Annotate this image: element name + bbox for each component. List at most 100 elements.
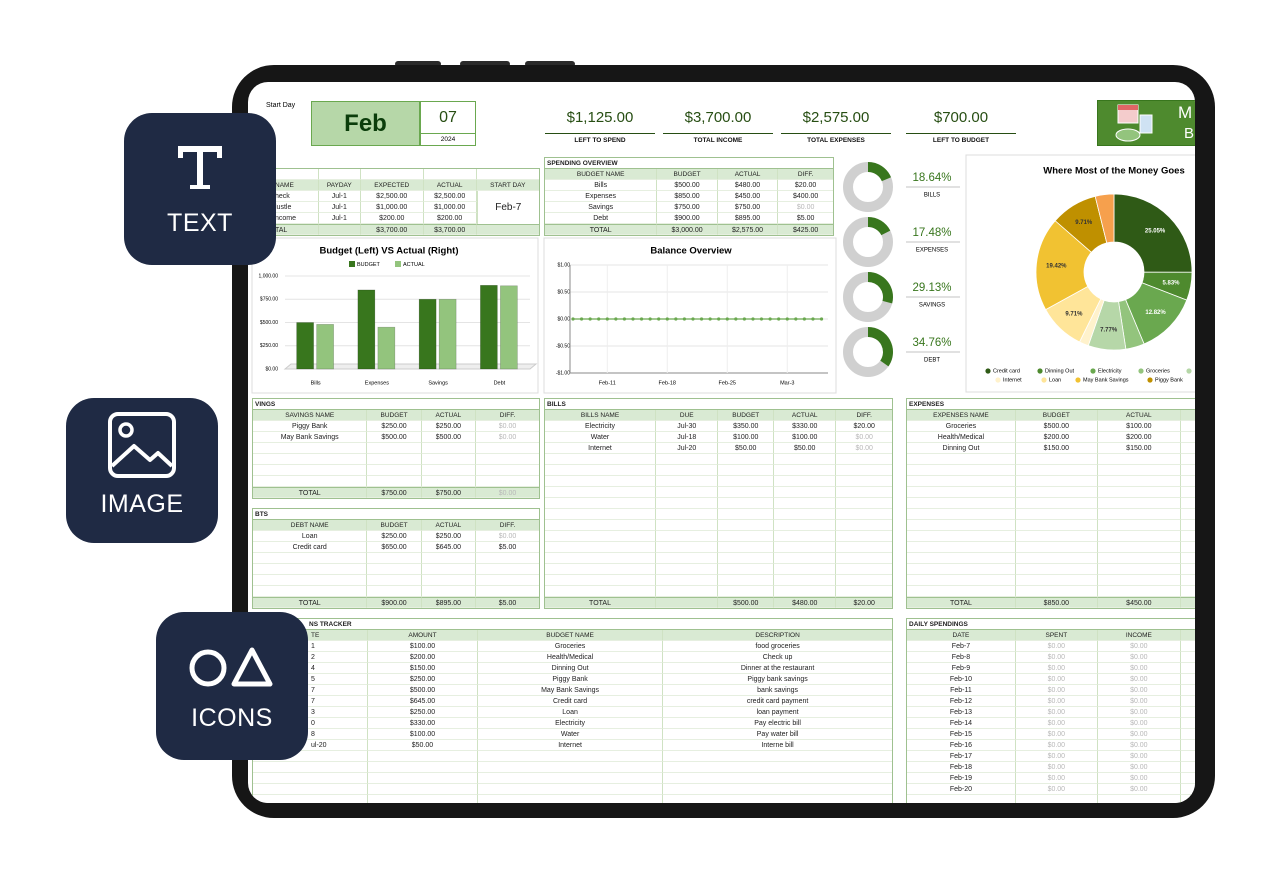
- table-cell: [907, 586, 1016, 597]
- table-cell: [421, 443, 477, 454]
- y-tick-label: -$0.50: [556, 343, 570, 349]
- table-cell: 7: [253, 696, 369, 707]
- table-cell: [421, 465, 477, 476]
- table-cell: Internet: [545, 443, 657, 454]
- table-cell: $100.00: [368, 641, 478, 652]
- table-cell: [1097, 553, 1181, 564]
- table-row: [545, 542, 892, 553]
- table-cell: $5.00: [778, 213, 833, 224]
- table-cell: Piggy Bank: [477, 674, 664, 685]
- table-cell: [774, 586, 837, 597]
- line-point: [605, 317, 609, 321]
- table-cell: Groceries: [907, 421, 1016, 432]
- table-cell: [1097, 531, 1181, 542]
- table-cell: ACTUAL: [1097, 410, 1181, 421]
- table-cell: $350.00: [718, 421, 774, 432]
- table-cell: $480.00: [774, 597, 837, 608]
- table-cell: [774, 476, 837, 487]
- table-cell: $0.00: [1097, 729, 1181, 740]
- table-cell: ACTUAL: [423, 180, 477, 191]
- table-cell: [1015, 542, 1098, 553]
- table-row: Water Jul-18 $100.00 $100.00 $0.00: [545, 432, 892, 443]
- line-point: [759, 317, 764, 321]
- table-cell: $20.00: [836, 597, 892, 608]
- table-cell: [1180, 553, 1195, 564]
- table-cell: [1180, 575, 1195, 586]
- y-tick-label: 1,000.00: [259, 273, 279, 279]
- table-cell: Feb-8: [907, 652, 1016, 663]
- table-cell: [253, 553, 368, 564]
- table-row: EXPENSES NAME BUDGET ACTUAL: [907, 410, 1195, 421]
- table-cell: $3,700.00: [423, 224, 477, 235]
- table-cell: BUDGET NAME: [545, 169, 658, 180]
- summary-value: $2,575.00: [802, 109, 870, 126]
- calendar-top: [1118, 105, 1138, 110]
- table-row: 5 $250.00 Piggy Bank Piggy bank savings: [253, 674, 892, 685]
- table-cell: [1181, 795, 1195, 803]
- table-cell: BUDGET: [718, 410, 774, 421]
- pie-slice: [1113, 193, 1193, 273]
- line-point: [674, 317, 678, 321]
- table-cell: $50.00: [368, 740, 478, 751]
- table-cell: [1180, 465, 1195, 476]
- table-cell: Savings: [545, 202, 658, 213]
- table-cell: Piggy Bank: [253, 421, 368, 432]
- table-cell: [1097, 575, 1181, 586]
- line-chart-panel: [543, 237, 837, 394]
- table-cell: $0.00: [1097, 762, 1181, 773]
- table-cell: Expenses: [545, 191, 658, 202]
- table-cell: $900.00: [367, 597, 422, 608]
- table-cell: [836, 575, 892, 586]
- table-cell: $330.00: [368, 718, 478, 729]
- legend-label: Credit card: [993, 368, 1020, 374]
- donut-percent: 17.48%: [912, 227, 951, 239]
- table-cell: [1097, 465, 1181, 476]
- table-cell: [1180, 520, 1195, 531]
- table-row: Debt $900.00 $895.00 $5.00: [545, 213, 833, 224]
- x-tick-label: Bills: [311, 380, 321, 386]
- table-row: Feb-11 $0.00 $0.00: [907, 685, 1195, 696]
- table-cell: [476, 586, 539, 597]
- table-cell: [1098, 795, 1181, 803]
- money-icon: [1115, 128, 1141, 142]
- summary-label: TOTAL INCOME: [663, 133, 773, 144]
- summary-value: $700.00: [933, 109, 989, 126]
- x-tick-label: Debt: [494, 380, 506, 386]
- table-cell: ACTUAL: [717, 169, 779, 180]
- table-cell: [545, 487, 657, 498]
- table-cell: Jul-1: [318, 202, 361, 213]
- table-cell: [656, 575, 719, 586]
- x-tick-label: Expenses: [365, 380, 389, 386]
- table-cell: [663, 762, 892, 773]
- table-cell: [476, 553, 539, 564]
- table-cell: PAYDAY: [318, 180, 361, 191]
- table-cell: $0.00: [1015, 729, 1098, 740]
- table-row: [253, 784, 892, 795]
- table-cell: $0.00: [1097, 740, 1181, 751]
- table-title: BTS: [253, 509, 539, 520]
- table-row: [545, 509, 892, 520]
- table-row: DATE SPENT INCOME: [907, 630, 1195, 641]
- table-cell: TOTAL: [545, 597, 657, 608]
- table-cell: DIFF.: [836, 410, 892, 421]
- table-cell: [421, 476, 477, 487]
- table-cell: [907, 465, 1016, 476]
- table-cell: [545, 575, 657, 586]
- table-cell: $250.00: [368, 707, 478, 718]
- table-cell: [774, 575, 837, 586]
- table-cell: [477, 751, 664, 762]
- table-title: DAILY SPENDINGS: [907, 619, 1195, 630]
- image-badge: IMAGE: [66, 398, 218, 543]
- table-cell: $100.00: [368, 729, 478, 740]
- line-point: [699, 317, 704, 321]
- table-row: [907, 487, 1195, 498]
- table-cell: loan payment: [663, 707, 892, 718]
- table-cell: [1180, 487, 1195, 498]
- table-cell: [774, 553, 837, 564]
- table-row: ncome Jul-1 $200.00 $200.00: [253, 213, 539, 224]
- table-row: [545, 454, 892, 465]
- legend-dot: [1147, 377, 1153, 383]
- table-cell: $5.00: [476, 542, 539, 553]
- icon-stroke: [178, 146, 183, 158]
- table-title: VINGS: [253, 399, 539, 410]
